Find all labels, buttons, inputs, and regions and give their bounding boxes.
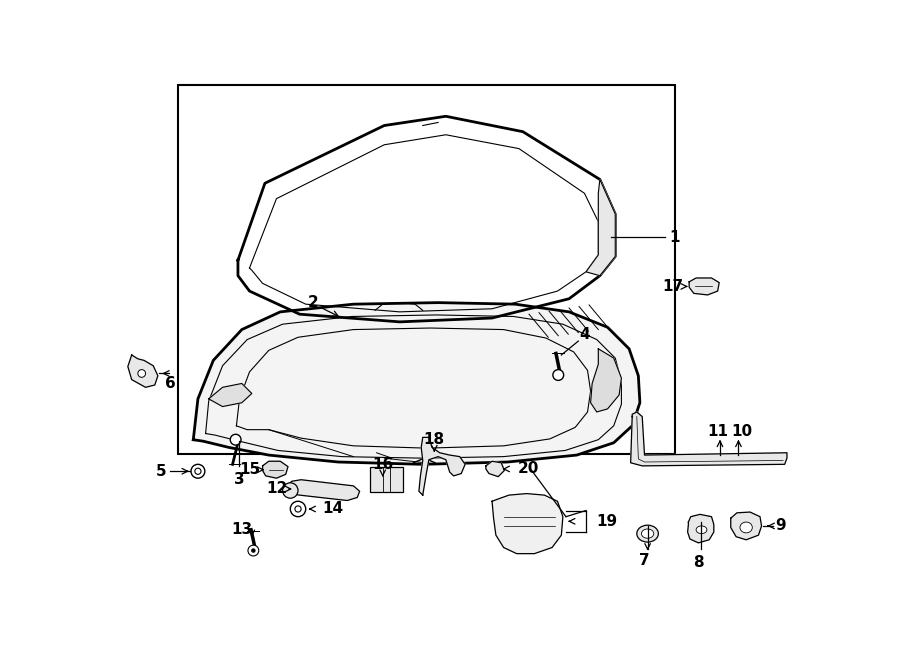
Polygon shape	[688, 514, 714, 543]
Bar	[178, 85, 674, 453]
Polygon shape	[586, 179, 616, 276]
Polygon shape	[492, 494, 562, 554]
Text: 18: 18	[424, 432, 445, 447]
Ellipse shape	[740, 522, 752, 533]
Circle shape	[295, 506, 302, 512]
Circle shape	[191, 464, 205, 478]
Text: 4: 4	[579, 327, 590, 342]
Text: 15: 15	[239, 462, 261, 477]
Polygon shape	[631, 412, 787, 466]
Circle shape	[283, 483, 298, 498]
Text: 12: 12	[266, 481, 287, 496]
Text: 2: 2	[308, 295, 319, 310]
Circle shape	[252, 549, 255, 552]
Text: 11: 11	[707, 424, 728, 440]
Polygon shape	[689, 278, 719, 295]
Polygon shape	[194, 303, 640, 464]
Ellipse shape	[637, 525, 659, 542]
Text: 14: 14	[322, 502, 344, 516]
Text: 8: 8	[693, 555, 704, 570]
Text: 7: 7	[639, 553, 650, 568]
Text: 6: 6	[165, 376, 176, 391]
Text: 20: 20	[518, 461, 539, 477]
Polygon shape	[209, 383, 252, 407]
Text: 16: 16	[372, 457, 393, 472]
Ellipse shape	[642, 529, 653, 538]
Text: 10: 10	[732, 424, 753, 440]
Polygon shape	[285, 480, 360, 500]
Text: 19: 19	[596, 514, 617, 529]
Polygon shape	[263, 461, 288, 478]
Bar	[371, 467, 402, 492]
Text: 3: 3	[234, 472, 245, 487]
Polygon shape	[128, 355, 158, 387]
Circle shape	[230, 434, 241, 445]
Polygon shape	[590, 349, 621, 412]
Text: 1: 1	[669, 229, 680, 245]
Text: 5: 5	[156, 464, 166, 479]
Text: 13: 13	[231, 522, 252, 537]
Circle shape	[138, 369, 146, 377]
Ellipse shape	[696, 526, 706, 533]
Polygon shape	[486, 461, 504, 477]
Circle shape	[248, 545, 258, 556]
Text: 17: 17	[662, 279, 684, 294]
Polygon shape	[238, 116, 616, 322]
Polygon shape	[418, 438, 465, 495]
Circle shape	[291, 501, 306, 517]
Circle shape	[553, 369, 563, 380]
Text: 9: 9	[776, 518, 786, 533]
Circle shape	[194, 468, 201, 475]
Polygon shape	[731, 512, 761, 540]
